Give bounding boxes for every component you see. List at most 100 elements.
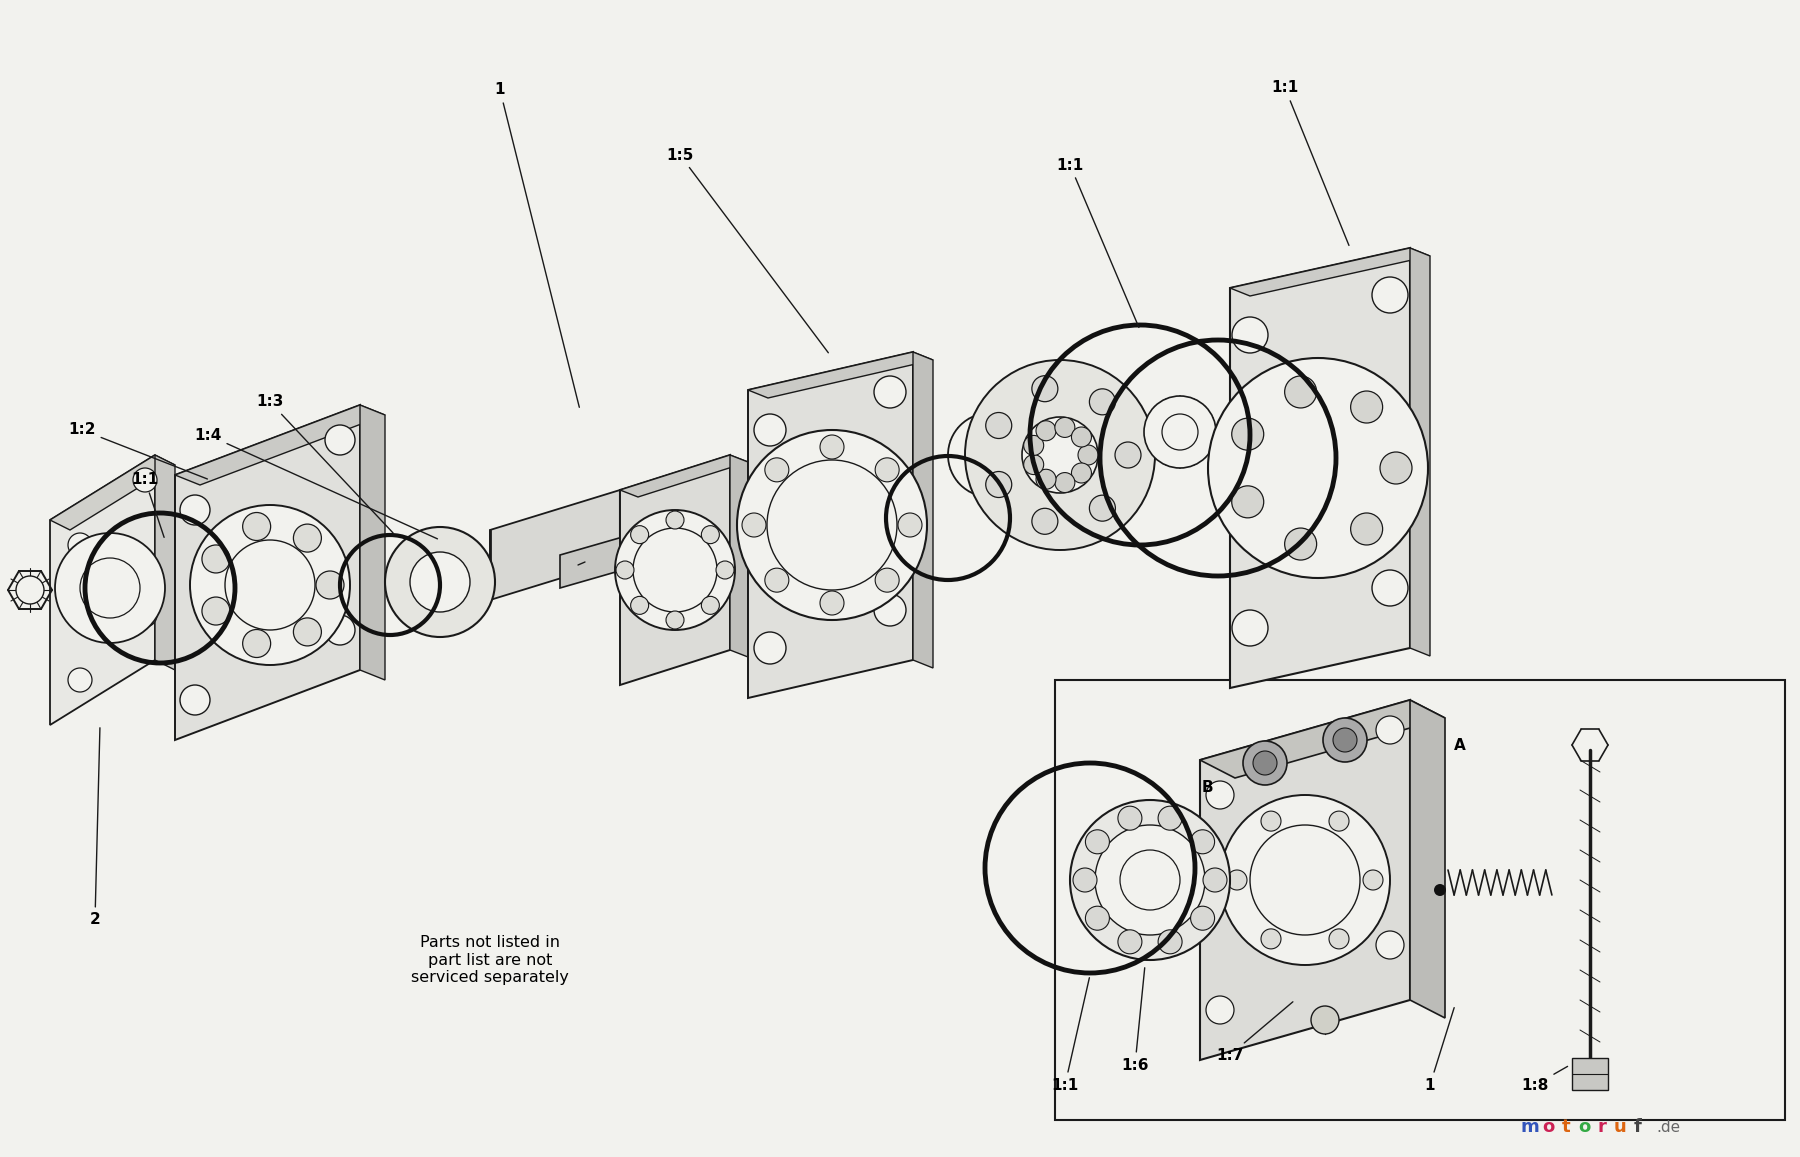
- Circle shape: [1094, 825, 1204, 935]
- Circle shape: [1310, 1005, 1339, 1034]
- Circle shape: [1031, 376, 1058, 401]
- Circle shape: [293, 618, 322, 646]
- Circle shape: [1375, 931, 1404, 959]
- Circle shape: [666, 511, 684, 529]
- Polygon shape: [1229, 248, 1409, 688]
- Circle shape: [742, 513, 767, 537]
- Text: m: m: [1521, 1118, 1539, 1136]
- Text: 1:5: 1:5: [666, 147, 828, 353]
- Text: 1:8: 1:8: [1521, 1067, 1568, 1092]
- Circle shape: [968, 433, 1012, 477]
- Circle shape: [326, 616, 355, 644]
- Polygon shape: [731, 455, 749, 657]
- Text: 2: 2: [90, 728, 101, 928]
- Circle shape: [1253, 751, 1276, 775]
- Circle shape: [1037, 421, 1057, 441]
- Circle shape: [1249, 825, 1361, 935]
- Circle shape: [68, 668, 92, 692]
- Circle shape: [180, 495, 211, 525]
- Circle shape: [1350, 391, 1382, 423]
- Polygon shape: [1201, 700, 1409, 1060]
- Circle shape: [243, 513, 270, 540]
- Circle shape: [1157, 930, 1183, 953]
- Circle shape: [716, 561, 734, 578]
- Circle shape: [1055, 418, 1075, 437]
- Circle shape: [191, 504, 349, 665]
- Circle shape: [754, 632, 787, 664]
- Text: 1:6: 1:6: [1121, 967, 1148, 1073]
- Polygon shape: [360, 405, 385, 680]
- Circle shape: [1190, 906, 1215, 930]
- Polygon shape: [749, 352, 932, 398]
- Polygon shape: [1229, 248, 1429, 296]
- Circle shape: [1037, 470, 1057, 489]
- Circle shape: [765, 458, 788, 481]
- Circle shape: [1220, 795, 1390, 965]
- Circle shape: [180, 685, 211, 715]
- Text: 1:7: 1:7: [1217, 1002, 1292, 1062]
- Circle shape: [821, 435, 844, 459]
- Circle shape: [630, 525, 648, 544]
- Circle shape: [1089, 389, 1116, 415]
- Circle shape: [385, 526, 495, 638]
- Circle shape: [1071, 463, 1091, 482]
- Circle shape: [1073, 868, 1096, 892]
- Circle shape: [702, 525, 720, 544]
- Circle shape: [898, 513, 922, 537]
- Circle shape: [1328, 929, 1348, 949]
- Text: o: o: [1579, 1118, 1589, 1136]
- Circle shape: [875, 376, 905, 408]
- Circle shape: [1089, 495, 1116, 521]
- Circle shape: [1328, 811, 1348, 831]
- Circle shape: [666, 611, 684, 629]
- Circle shape: [1031, 508, 1058, 535]
- Circle shape: [1157, 806, 1183, 831]
- Circle shape: [1024, 455, 1044, 474]
- Circle shape: [754, 414, 787, 445]
- Text: o: o: [1543, 1118, 1553, 1136]
- Text: 1:1: 1:1: [1057, 157, 1139, 327]
- Text: 1:1: 1:1: [1051, 978, 1089, 1092]
- Circle shape: [875, 594, 905, 626]
- Circle shape: [702, 596, 720, 614]
- Polygon shape: [560, 532, 641, 588]
- Polygon shape: [175, 405, 360, 740]
- Circle shape: [202, 545, 230, 573]
- Circle shape: [1435, 884, 1445, 896]
- Circle shape: [875, 568, 900, 592]
- Text: f: f: [1634, 1118, 1642, 1136]
- Circle shape: [1350, 513, 1382, 545]
- Circle shape: [736, 430, 927, 620]
- Circle shape: [133, 467, 157, 492]
- Circle shape: [133, 603, 157, 627]
- Circle shape: [1071, 427, 1091, 447]
- Circle shape: [1114, 442, 1141, 467]
- Text: u: u: [1613, 1118, 1627, 1136]
- Circle shape: [765, 568, 788, 592]
- Circle shape: [1145, 396, 1217, 467]
- Circle shape: [1363, 870, 1382, 890]
- Circle shape: [1208, 358, 1427, 578]
- Text: 1:1: 1:1: [1271, 81, 1348, 245]
- Circle shape: [326, 425, 355, 455]
- Text: A: A: [1454, 737, 1465, 752]
- Circle shape: [1231, 418, 1264, 450]
- Polygon shape: [1409, 700, 1445, 1018]
- Polygon shape: [1571, 1057, 1607, 1090]
- Circle shape: [243, 629, 270, 657]
- Text: B: B: [1201, 781, 1213, 796]
- Polygon shape: [619, 455, 731, 685]
- Polygon shape: [490, 491, 619, 600]
- Text: .de: .de: [1656, 1120, 1679, 1135]
- Polygon shape: [1409, 248, 1429, 656]
- Circle shape: [1022, 417, 1098, 493]
- Circle shape: [1375, 716, 1404, 744]
- Polygon shape: [619, 455, 749, 498]
- Polygon shape: [50, 455, 175, 530]
- Circle shape: [875, 458, 900, 481]
- Circle shape: [79, 558, 140, 618]
- Circle shape: [1244, 740, 1287, 784]
- Circle shape: [1206, 996, 1235, 1024]
- Circle shape: [1381, 452, 1411, 484]
- Circle shape: [225, 540, 315, 631]
